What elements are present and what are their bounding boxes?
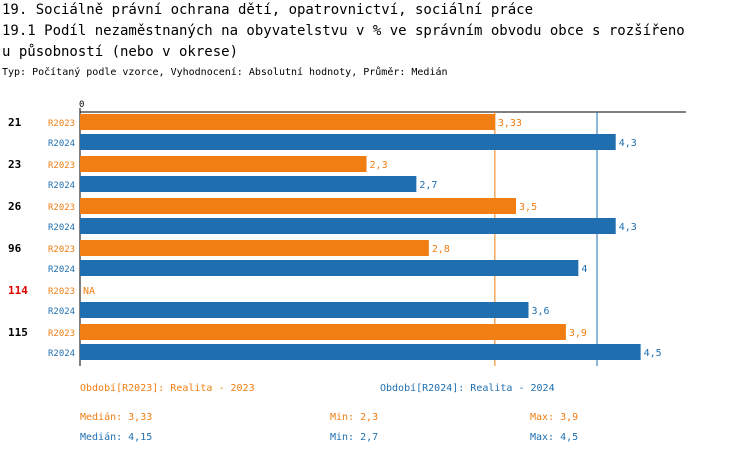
category-label: 21: [8, 116, 22, 129]
bar-r2024-115: [80, 344, 641, 360]
data-label: 4,3: [619, 222, 637, 233]
bar-chart: 0 21 R2023 3,33 R2024 4,3 23 R2023 2,3 R2024 2,7 26…: [8, 100, 686, 366]
series-label: R2023: [48, 161, 75, 171]
series-label: R2023: [48, 119, 75, 129]
data-label: 2,8: [432, 244, 450, 255]
bar-r2024-21: [80, 134, 616, 150]
data-label: 4,5: [644, 348, 662, 359]
legend-r2024-period: Období[R2024]: Realita - 2024: [380, 383, 555, 394]
bar-r2024-26: [80, 218, 616, 234]
chart-subtitle: Typ: Počítaný podle vzorce, Vyhodnocení:…: [2, 67, 448, 78]
axis-zero-label: 0: [79, 100, 84, 110]
series-label: R2023: [48, 203, 75, 213]
bar-r2024-114: [80, 302, 529, 318]
category-label: 23: [8, 158, 21, 171]
data-label: 4: [581, 264, 587, 275]
chart-title-line-1: 19. Sociálně právní ochrana dětí, opatro…: [2, 2, 534, 18]
bar-r2024-96: [80, 260, 579, 276]
category-label: 26: [8, 200, 22, 213]
data-label: NA: [83, 286, 95, 297]
series-label: R2024: [48, 349, 75, 359]
series-label: R2024: [48, 181, 75, 191]
data-label: 4,3: [619, 138, 637, 149]
legend-r2024-median: Medián: 4,15: [80, 432, 153, 443]
series-label: R2024: [48, 307, 75, 317]
data-label: 3,33: [498, 118, 522, 129]
category-label: 96: [8, 242, 22, 255]
data-label: 2,7: [419, 180, 437, 191]
bar-r2023-23: [80, 156, 367, 172]
data-label: 3,9: [569, 328, 587, 339]
chart-title-line-3: u působností (nebo v okrese): [2, 44, 239, 60]
bar-r2023-96: [80, 240, 429, 256]
bar-r2023-21: [80, 114, 495, 130]
bar-r2023-26: [80, 198, 517, 214]
legend-r2023-min: Min: 2,3: [330, 412, 379, 423]
bar-r2024-23: [80, 176, 417, 192]
chart-title-line-2: 19.1 Podíl nezaměstnaných na obyvatelstv…: [2, 23, 685, 39]
legend-r2023-max: Max: 3,9: [530, 412, 579, 423]
bar-r2023-115: [80, 324, 566, 340]
series-label: R2024: [48, 223, 75, 233]
legend-r2024-max: Max: 4,5: [530, 432, 579, 443]
series-label: R2023: [48, 287, 75, 297]
data-label: 3,5: [519, 202, 537, 213]
series-label: R2023: [48, 245, 75, 255]
series-label: R2024: [48, 139, 75, 149]
legend-r2024-min: Min: 2,7: [330, 432, 379, 443]
legend-r2023-median: Medián: 3,33: [80, 412, 153, 423]
data-label: 2,3: [370, 160, 388, 171]
series-label: R2023: [48, 329, 75, 339]
category-label: 115: [8, 326, 28, 339]
series-label: R2024: [48, 265, 75, 275]
category-label: 114: [8, 284, 28, 297]
data-label: 3,6: [532, 306, 550, 317]
legend-r2023-period: Období[R2023]: Realita - 2023: [80, 383, 255, 394]
